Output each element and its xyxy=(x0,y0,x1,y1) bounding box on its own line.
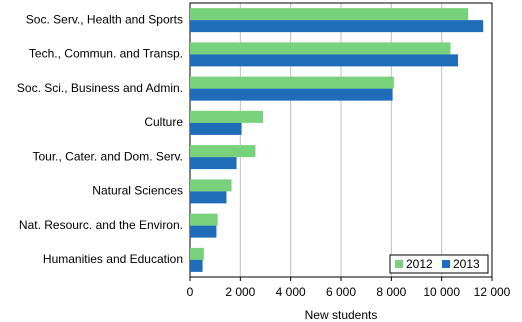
y-tick-label: Natural Sciences xyxy=(92,184,183,198)
bar xyxy=(190,110,263,123)
y-tick-label: Culture xyxy=(144,115,183,129)
bar xyxy=(190,225,217,238)
bar xyxy=(190,54,459,67)
legend-swatch xyxy=(442,260,450,268)
bar xyxy=(190,42,451,55)
legend-label: 2013 xyxy=(453,257,480,271)
bar xyxy=(190,179,232,192)
x-tick-label: 2 000 xyxy=(225,285,255,299)
bar xyxy=(190,157,237,170)
bar xyxy=(190,20,484,33)
x-tick-label: 6 000 xyxy=(326,285,356,299)
y-tick-label: Tech., Commun. and Transp. xyxy=(29,47,183,61)
y-tick-label: Tour., Cater. and Dom. Serv. xyxy=(32,149,183,163)
x-tick-label: 8 000 xyxy=(376,285,406,299)
legend-swatch xyxy=(395,260,403,268)
legend-label: 2012 xyxy=(406,257,433,271)
plot-frame xyxy=(189,2,493,278)
x-tick-label: 0 xyxy=(187,285,194,299)
y-tick-label: Soc. Serv., Health and Sports xyxy=(26,12,183,26)
x-tick-label: 4 000 xyxy=(276,285,306,299)
x-tick-label: 10 000 xyxy=(423,285,460,299)
x-axis-label: New students xyxy=(305,308,378,322)
y-tick-label: Nat. Resourc. and the Environ. xyxy=(19,218,183,232)
bar xyxy=(190,247,204,260)
y-tick-label: Humanities and Education xyxy=(43,252,183,266)
bar xyxy=(190,145,256,158)
y-tick-label: Soc. Sci., Business and Admin. xyxy=(17,81,183,95)
bar xyxy=(190,88,393,101)
bar xyxy=(190,191,227,204)
bar xyxy=(190,76,394,89)
bar xyxy=(190,8,469,21)
bar xyxy=(190,122,242,135)
x-tick-label: 12 000 xyxy=(474,285,511,299)
bar xyxy=(190,213,218,226)
legend-box xyxy=(389,254,489,274)
bar xyxy=(190,259,203,272)
